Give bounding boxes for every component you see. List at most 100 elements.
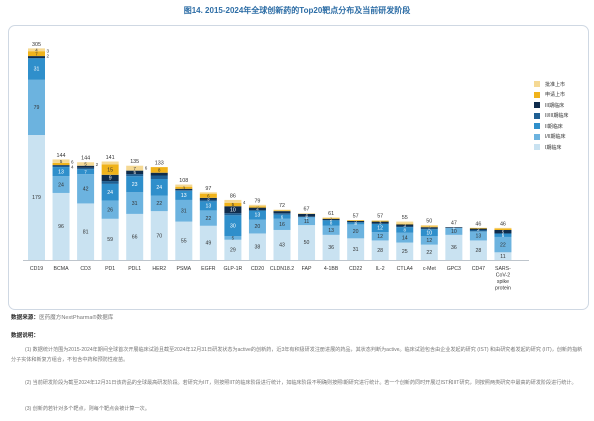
segment-label: 2 [354,219,357,224]
bar-segment [126,213,144,260]
x-tick-label: 4-1BB [324,266,339,272]
x-tick-label: CD20 [251,266,264,272]
segment-label: 5 [232,236,235,241]
bar-segment [420,228,438,230]
segment-label: 31 [353,247,359,253]
bar-segment [445,227,463,228]
legend-item: 申请上市 [534,90,594,101]
bar-segment [77,162,95,166]
bar-segment [150,167,168,173]
bar-segment [322,218,340,219]
segment-label: 8 [404,228,407,233]
segment-label: 3 [183,185,186,190]
bar-segment [420,225,438,227]
bar-segment [52,176,70,193]
segment-label: 5 [232,202,235,207]
segment-label: 10 [426,230,432,236]
segment-label: 22 [156,201,162,207]
bar-segment [371,232,389,241]
bar-total-label: 61 [328,211,334,217]
segment-label: 70 [156,233,162,239]
segment-label: 1 [305,215,308,220]
legend-label: II期临床 [545,123,563,130]
bar-segment [150,178,168,196]
x-tick-label: PD1 [105,266,115,272]
bar-total-label: 135 [130,159,139,165]
bar-total-label: 305 [32,42,41,48]
bar-segment [224,199,242,203]
bar-segment [101,164,119,175]
segment-label: 31 [181,208,187,214]
x-tick-label: SARS- [495,266,511,272]
segment-label: 2 [428,226,431,231]
bar-segment [52,162,70,166]
bar-segment [322,217,340,219]
segment-label: 12 [377,234,383,240]
bar-total-label: 72 [279,203,285,209]
bar-segment [175,184,193,187]
note-item: (3) 创新药若针对多个靶点，则每个靶点会被计算一次。 [25,406,150,412]
segment-label: 31 [132,201,138,207]
legend-item: I/II期临床 [534,132,594,143]
segment-label: 5 [60,159,63,164]
bar-segment [298,216,316,218]
bar-segment [126,174,144,177]
bar-segment [77,174,95,204]
segment-label: 43 [279,243,285,249]
segment-label: 10 [451,229,457,235]
x-tick-label: CD19 [30,266,43,272]
x-tick-label: PSMA [176,266,191,272]
x-tick-label: EGFR [201,266,216,272]
segment-label: 30 [230,223,236,229]
segment-label: 11 [500,254,505,260]
side-value-label: 4 [71,164,74,169]
bar-segment [322,234,340,260]
bar-segment [273,211,291,214]
bar-segment [494,236,512,253]
legend-item: III期临床 [534,100,594,111]
segment-label: 29 [230,248,236,254]
x-tick-label: protein [495,286,511,292]
segment-label: 25 [402,249,408,255]
segment-label: 7 [35,51,38,56]
x-tick-label: CD47 [472,266,485,272]
bar-segment [224,239,242,260]
bar-segment [101,200,119,219]
segment-label: 36 [451,245,457,251]
segment-label: 42 [83,186,89,192]
bar-total-label: 86 [230,193,236,199]
bar-segment [371,220,389,221]
segment-label: 14 [402,235,408,241]
segment-label: 5 [502,233,505,238]
segment-label: 15 [107,167,113,173]
bar-segment [322,225,340,235]
segment-label: 12 [377,226,383,232]
segment-label: 22 [426,250,432,256]
bar-segment [298,213,316,214]
x-tick-label: CTLA4 [397,266,413,272]
bar-segment [126,176,144,193]
legend-label: 批准上市 [545,81,566,88]
segment-label: 50 [304,240,310,246]
bar-segment [52,165,70,166]
bar-total-label: 57 [377,214,383,220]
bar-segment [347,238,365,260]
bar-segment [175,188,193,191]
bar-segment [396,226,414,228]
segment-label: 49 [205,241,211,247]
segment-label: 24 [58,182,64,188]
segment-label: 28 [377,248,383,254]
segment-label: 20 [353,229,359,235]
x-tick-label: CD22 [349,266,362,272]
bar-total-label: 79 [254,198,260,204]
segment-label: 31 [34,67,40,73]
notes-title: 数据说明： [11,333,39,339]
segment-label: 1 [428,225,431,230]
bar-segment [469,227,487,229]
bar-segment [248,219,266,234]
x-tick-label: CD3 [80,266,90,272]
segment-label: 12 [426,238,432,244]
bar-segment [224,236,242,240]
x-tick-label: FAP [302,266,312,272]
bar-segment [199,225,217,260]
